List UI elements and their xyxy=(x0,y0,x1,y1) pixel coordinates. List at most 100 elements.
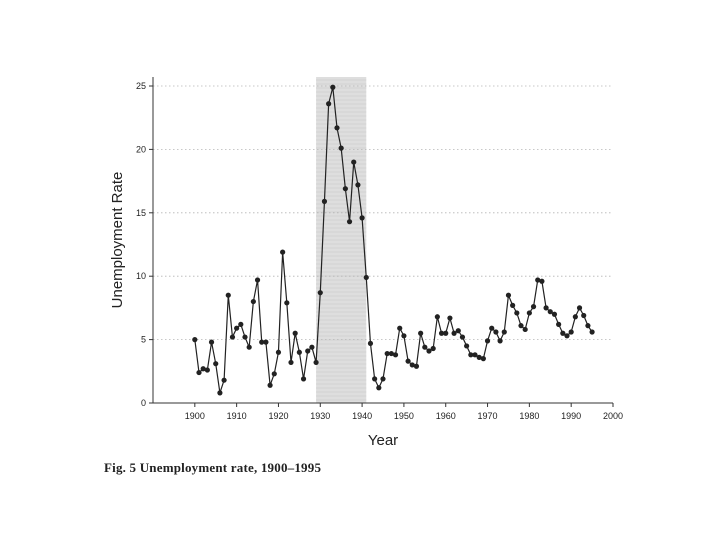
data-point xyxy=(497,338,503,344)
data-point xyxy=(530,304,537,310)
y-tick-label: 10 xyxy=(136,271,146,281)
y-tick-label: 15 xyxy=(136,208,146,218)
data-point xyxy=(234,325,240,331)
data-point xyxy=(346,219,353,225)
data-point xyxy=(547,309,553,315)
data-point xyxy=(451,330,457,336)
data-point xyxy=(284,300,290,306)
series-polyline xyxy=(194,86,593,394)
x-tick-label: 1990 xyxy=(561,411,581,421)
y-axis-title: Unemployment Rate xyxy=(109,172,126,309)
data-point xyxy=(556,321,562,327)
data-point xyxy=(380,376,386,382)
data-point xyxy=(418,330,424,336)
data-point xyxy=(213,361,219,367)
shaded-region-layer xyxy=(316,77,367,403)
axes xyxy=(152,77,613,404)
data-point xyxy=(217,390,223,396)
x-tick-label: 2000 xyxy=(603,411,623,421)
data-point xyxy=(510,302,516,308)
data-point xyxy=(280,249,286,255)
data-point xyxy=(505,292,512,298)
data-point xyxy=(300,376,307,382)
data-point xyxy=(576,305,583,311)
data-point xyxy=(229,334,236,340)
data-point xyxy=(292,330,298,336)
data-point xyxy=(359,215,365,221)
data-point xyxy=(305,348,311,354)
data-point xyxy=(430,345,436,352)
data-point xyxy=(543,305,549,311)
data-point xyxy=(263,339,269,345)
data-point xyxy=(447,315,453,321)
data-point xyxy=(526,310,532,316)
x-tick-label: 1920 xyxy=(268,411,288,421)
x-tick-label: 1910 xyxy=(227,411,247,421)
data-point xyxy=(434,314,440,320)
data-point xyxy=(376,385,382,391)
data-point xyxy=(585,323,591,329)
data-point xyxy=(267,382,273,388)
data-point xyxy=(551,311,558,317)
data-point xyxy=(405,358,411,364)
data-point xyxy=(313,359,319,366)
data-point xyxy=(518,323,524,329)
x-tick-label: 1970 xyxy=(478,411,498,421)
data-point xyxy=(334,125,340,131)
data-point xyxy=(426,348,432,354)
data-point xyxy=(225,292,231,298)
x-tick-label: 1940 xyxy=(352,411,372,421)
data-point xyxy=(342,186,348,192)
figure-caption: Fig. 5 Unemployment rate, 1900–1995 xyxy=(104,460,322,475)
data-point xyxy=(204,367,210,373)
x-axis-title: Year xyxy=(368,432,398,449)
data-point xyxy=(459,334,466,340)
data-point xyxy=(271,371,277,377)
data-point xyxy=(514,310,520,316)
data-point xyxy=(472,352,478,358)
data-point xyxy=(409,362,415,368)
data-point xyxy=(208,339,215,345)
data-point xyxy=(363,274,369,281)
data-point xyxy=(338,145,344,151)
data-point xyxy=(581,312,587,319)
data-point xyxy=(200,366,206,372)
data-point xyxy=(484,338,491,344)
data-point xyxy=(242,334,248,340)
series-line xyxy=(194,86,593,394)
data-point xyxy=(296,349,302,355)
data-point xyxy=(259,339,265,345)
data-point xyxy=(221,377,227,383)
data-point xyxy=(476,354,482,360)
gridlines xyxy=(153,85,613,341)
data-point xyxy=(438,330,445,336)
data-point xyxy=(196,369,202,376)
data-point xyxy=(351,159,357,165)
data-point xyxy=(480,356,486,362)
data-point xyxy=(250,298,256,305)
data-point xyxy=(317,290,323,296)
data-point xyxy=(246,344,252,350)
data-point xyxy=(535,277,541,283)
data-point xyxy=(355,182,361,188)
y-tick-label: 25 xyxy=(136,81,146,91)
y-tick-label: 5 xyxy=(141,335,146,345)
data-point xyxy=(372,376,378,382)
data-point xyxy=(443,330,449,336)
data-point xyxy=(384,350,390,357)
data-point xyxy=(192,337,198,343)
data-point xyxy=(539,278,545,284)
x-tick-label: 1900 xyxy=(185,411,205,421)
data-point xyxy=(367,340,374,347)
data-point xyxy=(288,359,294,366)
data-point xyxy=(564,333,570,339)
data-point xyxy=(401,333,407,339)
data-point xyxy=(254,277,261,283)
data-point xyxy=(568,329,574,335)
y-tick-label: 0 xyxy=(141,398,146,408)
data-point xyxy=(422,344,428,350)
data-point xyxy=(413,363,420,369)
x-tick-label: 1930 xyxy=(310,411,330,421)
ticks: 1900 1910 1920 1930 1940 1950 1960 1970 1980 1990… xyxy=(136,81,623,421)
